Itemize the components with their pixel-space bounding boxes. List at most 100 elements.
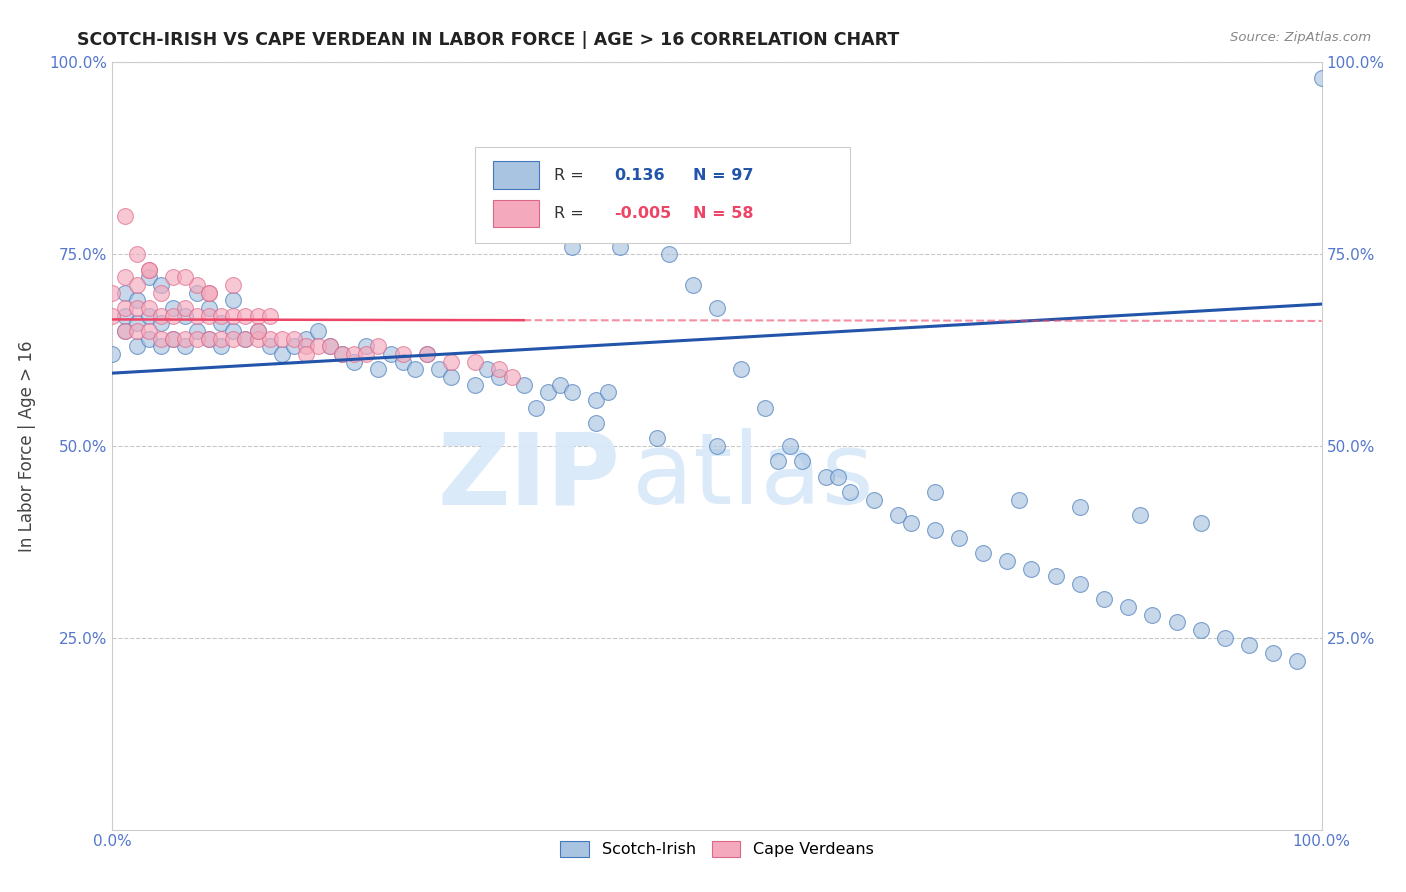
Point	[706, 439, 728, 453]
Point	[1263, 646, 1285, 660]
Point	[222, 293, 245, 308]
Text: atlas: atlas	[633, 428, 875, 525]
Point	[125, 301, 148, 315]
Point	[114, 270, 136, 285]
Point	[621, 178, 644, 193]
Point	[138, 332, 160, 346]
Point	[162, 301, 184, 315]
Point	[1092, 592, 1115, 607]
Point	[404, 362, 426, 376]
Point	[561, 239, 583, 253]
Point	[827, 469, 849, 483]
Point	[259, 332, 281, 346]
Point	[295, 332, 318, 346]
Point	[209, 339, 232, 353]
Point	[198, 332, 221, 346]
Point	[174, 332, 197, 346]
Text: R =: R =	[554, 206, 583, 221]
Point	[246, 332, 269, 346]
Point	[1166, 615, 1188, 630]
Point	[343, 354, 366, 368]
Text: N = 97: N = 97	[693, 168, 754, 183]
Text: SCOTCH-IRISH VS CAPE VERDEAN IN LABOR FORCE | AGE > 16 CORRELATION CHART: SCOTCH-IRISH VS CAPE VERDEAN IN LABOR FO…	[77, 31, 900, 49]
Point	[198, 285, 221, 300]
Point	[295, 339, 318, 353]
Point	[295, 347, 318, 361]
Point	[633, 194, 655, 208]
Point	[138, 301, 160, 315]
Point	[464, 377, 486, 392]
Point	[283, 332, 305, 346]
Y-axis label: In Labor Force | Age > 16: In Labor Force | Age > 16	[18, 340, 35, 552]
Point	[222, 324, 245, 338]
Point	[162, 309, 184, 323]
Text: R =: R =	[554, 168, 583, 183]
Point	[356, 347, 378, 361]
Point	[222, 309, 245, 323]
Point	[548, 377, 571, 392]
Point	[259, 339, 281, 353]
Point	[114, 324, 136, 338]
Point	[779, 439, 801, 453]
Bar	[494, 200, 540, 227]
Point	[149, 277, 172, 292]
Point	[174, 309, 197, 323]
Point	[101, 347, 124, 361]
Point	[754, 401, 776, 415]
Point	[114, 285, 136, 300]
Point	[1213, 631, 1236, 645]
Point	[125, 316, 148, 330]
Point	[149, 339, 172, 353]
Point	[488, 370, 510, 384]
Point	[149, 332, 172, 346]
Point	[246, 324, 269, 338]
Point	[924, 485, 946, 500]
Text: Source: ZipAtlas.com: Source: ZipAtlas.com	[1230, 31, 1371, 45]
Point	[790, 454, 813, 468]
Point	[1310, 70, 1333, 85]
Point	[174, 301, 197, 315]
Point	[186, 277, 208, 292]
Point	[330, 347, 353, 361]
Point	[1069, 577, 1091, 591]
Point	[356, 339, 378, 353]
Point	[114, 301, 136, 315]
Point	[222, 277, 245, 292]
Point	[186, 285, 208, 300]
Point	[645, 431, 668, 445]
Point	[235, 332, 257, 346]
Point	[101, 309, 124, 323]
Point	[198, 332, 221, 346]
Point	[114, 209, 136, 223]
Point	[270, 347, 292, 361]
Point	[367, 362, 389, 376]
Point	[174, 339, 197, 353]
Point	[138, 270, 160, 285]
Point	[1069, 500, 1091, 515]
Point	[995, 554, 1018, 568]
Point	[1045, 569, 1067, 583]
Point	[924, 524, 946, 538]
Point	[149, 309, 172, 323]
Point	[706, 301, 728, 315]
Point	[138, 262, 160, 277]
Point	[246, 324, 269, 338]
Point	[198, 309, 221, 323]
Point	[209, 332, 232, 346]
Point	[477, 362, 499, 376]
Point	[537, 385, 560, 400]
Point	[440, 354, 463, 368]
Point	[186, 309, 208, 323]
Point	[138, 309, 160, 323]
Point	[380, 347, 402, 361]
Point	[114, 324, 136, 338]
Point	[730, 362, 752, 376]
Point	[1286, 654, 1309, 668]
Point	[512, 377, 534, 392]
Point	[464, 354, 486, 368]
Point	[1237, 639, 1260, 653]
Point	[766, 454, 789, 468]
Point	[125, 277, 148, 292]
Point	[149, 316, 172, 330]
Point	[186, 324, 208, 338]
